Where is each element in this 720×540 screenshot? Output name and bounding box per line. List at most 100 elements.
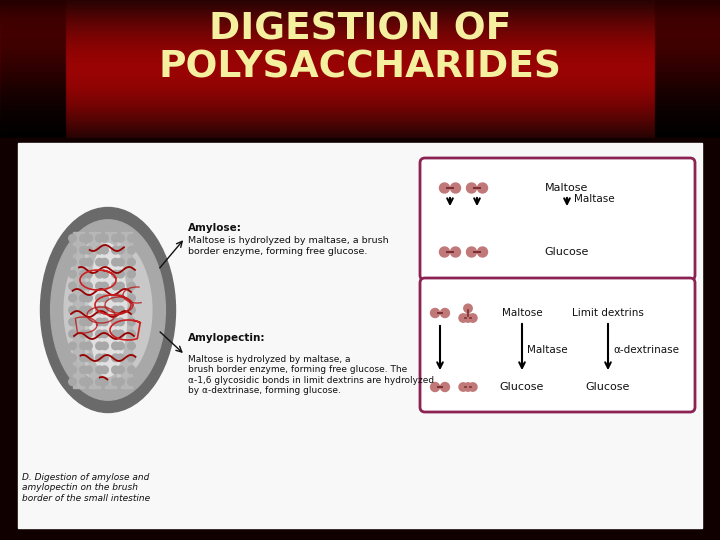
Bar [655, 25, 720, 26]
Circle shape [439, 247, 449, 257]
Text: D. Digestion of amylose and
amylopectin on the brush
border of the small intesti: D. Digestion of amylose and amylopectin … [22, 473, 150, 503]
Bar [655, 70, 720, 71]
Bar [0, 65, 65, 66]
Bar [0, 14, 65, 15]
Bar [0, 92, 65, 93]
Text: Maltose: Maltose [502, 308, 542, 318]
Circle shape [112, 282, 120, 290]
Bar [0, 18, 65, 19]
Circle shape [68, 271, 76, 278]
Bar [0, 98, 720, 99]
Bar [0, 110, 720, 111]
Bar [0, 102, 720, 103]
Bar [655, 73, 720, 74]
Bar [655, 48, 720, 49]
Bar [655, 12, 720, 13]
Bar [0, 51, 720, 52]
Bar [0, 27, 720, 28]
Circle shape [68, 330, 76, 338]
Bar [655, 80, 720, 81]
Bar [655, 30, 720, 31]
Bar [0, 92, 720, 93]
Circle shape [127, 366, 135, 374]
Bar [0, 20, 65, 21]
Ellipse shape [40, 207, 176, 413]
Circle shape [68, 366, 76, 374]
Bar [655, 130, 720, 131]
Circle shape [96, 294, 103, 302]
Bar [655, 33, 720, 34]
Bar [121, 232, 132, 388]
Bar [655, 103, 720, 104]
Circle shape [101, 234, 108, 242]
Bar [0, 22, 65, 23]
Bar [0, 4, 65, 5]
Bar [655, 136, 720, 137]
Circle shape [117, 294, 125, 302]
Bar [655, 32, 720, 33]
Bar [0, 43, 65, 44]
Circle shape [112, 306, 120, 314]
Circle shape [127, 271, 135, 278]
Bar [0, 46, 720, 47]
Bar [0, 74, 720, 75]
Circle shape [441, 382, 449, 392]
Bar [0, 101, 65, 102]
Bar [0, 131, 720, 132]
Bar [655, 11, 720, 12]
Bar [655, 56, 720, 57]
Circle shape [85, 354, 92, 362]
Bar [655, 57, 720, 58]
Bar [0, 107, 65, 108]
Bar [0, 81, 720, 82]
Bar [655, 19, 720, 20]
Circle shape [464, 383, 472, 391]
Bar [0, 81, 65, 82]
Bar [0, 83, 720, 84]
Bar [0, 57, 65, 58]
Circle shape [80, 366, 87, 374]
Bar [0, 127, 720, 128]
Circle shape [68, 306, 76, 314]
Circle shape [101, 378, 108, 386]
Circle shape [85, 271, 92, 278]
Bar [0, 111, 65, 112]
Bar [0, 11, 720, 12]
Bar [0, 91, 720, 92]
Bar [0, 89, 65, 90]
Circle shape [112, 246, 120, 254]
Circle shape [96, 234, 103, 242]
Bar [0, 90, 720, 91]
Bar [0, 122, 65, 123]
Bar [0, 58, 720, 59]
Bar [0, 97, 720, 98]
Bar [0, 135, 65, 136]
Bar [0, 67, 65, 68]
Bar [0, 118, 65, 119]
Circle shape [117, 271, 125, 278]
Bar [0, 4, 720, 5]
Bar [0, 37, 65, 38]
Bar [0, 131, 65, 132]
Bar [655, 31, 720, 32]
Circle shape [469, 314, 477, 322]
Bar [655, 125, 720, 126]
Bar [0, 69, 65, 70]
Circle shape [80, 306, 87, 314]
Circle shape [101, 282, 108, 290]
Bar [655, 42, 720, 43]
Bar [655, 135, 720, 136]
Circle shape [85, 234, 92, 242]
Bar [655, 76, 720, 77]
Bar [0, 113, 65, 114]
Bar [0, 135, 720, 136]
Circle shape [112, 234, 120, 242]
Bar [655, 13, 720, 14]
Bar [0, 52, 65, 53]
Circle shape [80, 294, 87, 302]
Bar [0, 60, 720, 61]
Text: DIGESTION OF: DIGESTION OF [209, 12, 511, 48]
Bar [655, 7, 720, 8]
Bar [0, 63, 720, 64]
Bar [0, 61, 720, 62]
